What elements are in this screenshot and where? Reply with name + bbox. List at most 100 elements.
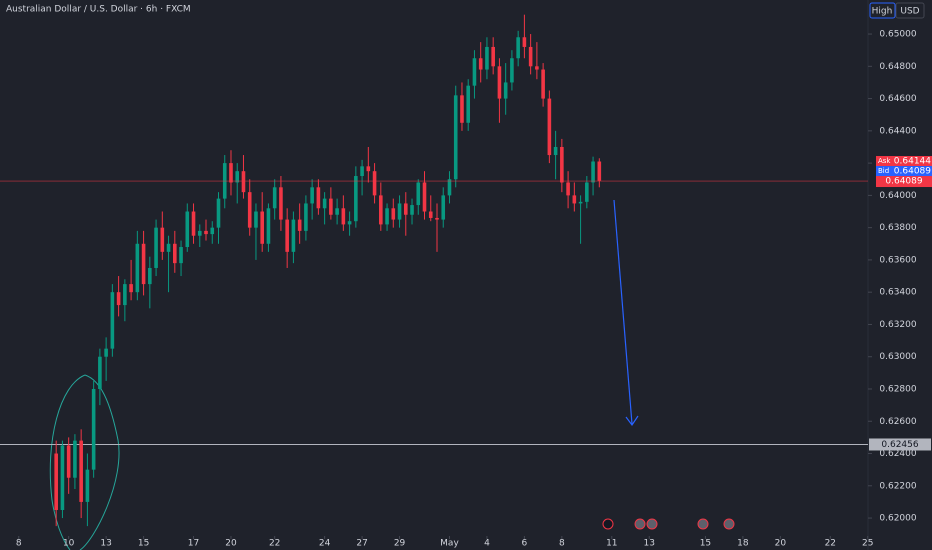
candle-body [497,66,502,99]
y-tick-label: 0.63400 [879,288,916,298]
candle-body [447,179,452,196]
candle-body [235,171,240,183]
candle-body [204,230,208,235]
candle-body [291,219,296,252]
candle-body [316,187,321,209]
y-tick-label: 0.62600 [879,417,916,427]
candle-body [241,171,246,193]
candle-body [341,208,346,225]
candle-body [347,221,352,225]
candle-body [572,195,577,204]
x-tick-label: 6 [522,539,528,549]
candle-body [379,195,383,225]
candle-body [272,187,277,209]
candle-body [585,182,589,202]
x-tick-label: 20 [775,539,787,549]
chart-title: Australian Dollar / U.S. Dollar · 6h · F… [6,5,191,15]
candle-body [154,227,158,268]
candle-body [547,98,552,156]
candle-body [266,208,271,244]
candle-body [354,176,358,222]
candle-body [54,453,58,510]
candle-body [179,247,183,264]
candle-body [535,66,539,70]
event-icons [602,518,735,530]
quote-box [876,156,932,167]
candle-body [141,243,146,285]
candle-body [397,203,402,220]
x-tick-label: 15 [700,539,711,549]
y-tick-label: 0.62800 [879,384,916,394]
level-label: 0.62456 [881,440,918,450]
y-tick-label: 0.65000 [879,30,916,40]
candle-body [216,198,221,228]
candle-body [210,227,215,235]
x-tick-label: 25 [862,539,873,549]
high-button[interactable] [869,2,896,19]
candle-body [553,146,558,156]
y-tick-label: 0.63600 [879,255,916,265]
candle-body [191,211,196,236]
candle-body [98,356,102,389]
x-tick-label: 10 [63,539,75,549]
candle-body [560,146,564,183]
candle-body [453,95,458,180]
x-tick-label: 8 [559,539,565,549]
candle-body [129,284,133,293]
candle-body [104,348,108,357]
axes: 0.62000 0.62200 0.62400 0.62600 0.62800 0.630… [16,30,917,549]
candle-body [166,243,171,252]
candle-body [597,161,602,181]
candle-body [403,203,408,215]
candle-body [116,292,121,306]
high-button-label[interactable]: High [872,7,893,17]
candle-body [322,198,327,209]
candle-body [578,201,583,204]
candle-body [254,211,258,228]
x-tick-label: 4 [484,539,490,549]
candle-body [297,219,302,231]
candle-body [197,230,202,236]
quote-value: 0.64144 [894,157,931,167]
candle-body [260,211,264,244]
x-tick-label: May [440,539,459,549]
y-tick-label: 0.63200 [879,320,916,330]
event-icon[interactable] [602,518,614,530]
candle-body [79,440,83,502]
candle-body [85,469,90,502]
candle-body [510,58,514,83]
usd-button[interactable] [895,2,925,19]
candle-body [385,208,389,225]
event-icon[interactable] [723,518,735,530]
event-icon[interactable] [646,518,658,530]
candle-body [360,166,364,177]
candle-body [310,187,314,204]
y-tick-label: 0.62200 [879,481,916,491]
y-tick-label: 0.64400 [879,126,916,136]
candle-body [285,219,289,252]
x-tick-label: 20 [225,539,237,549]
event-icon[interactable] [634,518,646,530]
candle-body [472,58,477,86]
candle-body [516,37,520,59]
usd-button-label[interactable]: USD [900,7,919,17]
x-tick-label: 13 [100,539,111,549]
candle-body [148,267,152,285]
candle-body [491,46,495,67]
x-tick-label: 17 [188,539,199,549]
x-tick-label: 27 [356,539,367,549]
candle-body [428,211,433,218]
event-icon[interactable] [697,518,709,530]
candle-body [123,284,127,306]
candle-body [247,192,252,228]
x-tick-label: 8 [16,539,22,549]
candle-body [73,440,77,478]
candle-body [528,46,533,67]
x-tick-label: 22 [825,539,836,549]
candle-body [366,166,371,172]
candle-body [435,217,439,220]
candle-body [335,208,339,215]
quote-name: Bid [878,167,889,175]
candle-body [66,445,71,478]
